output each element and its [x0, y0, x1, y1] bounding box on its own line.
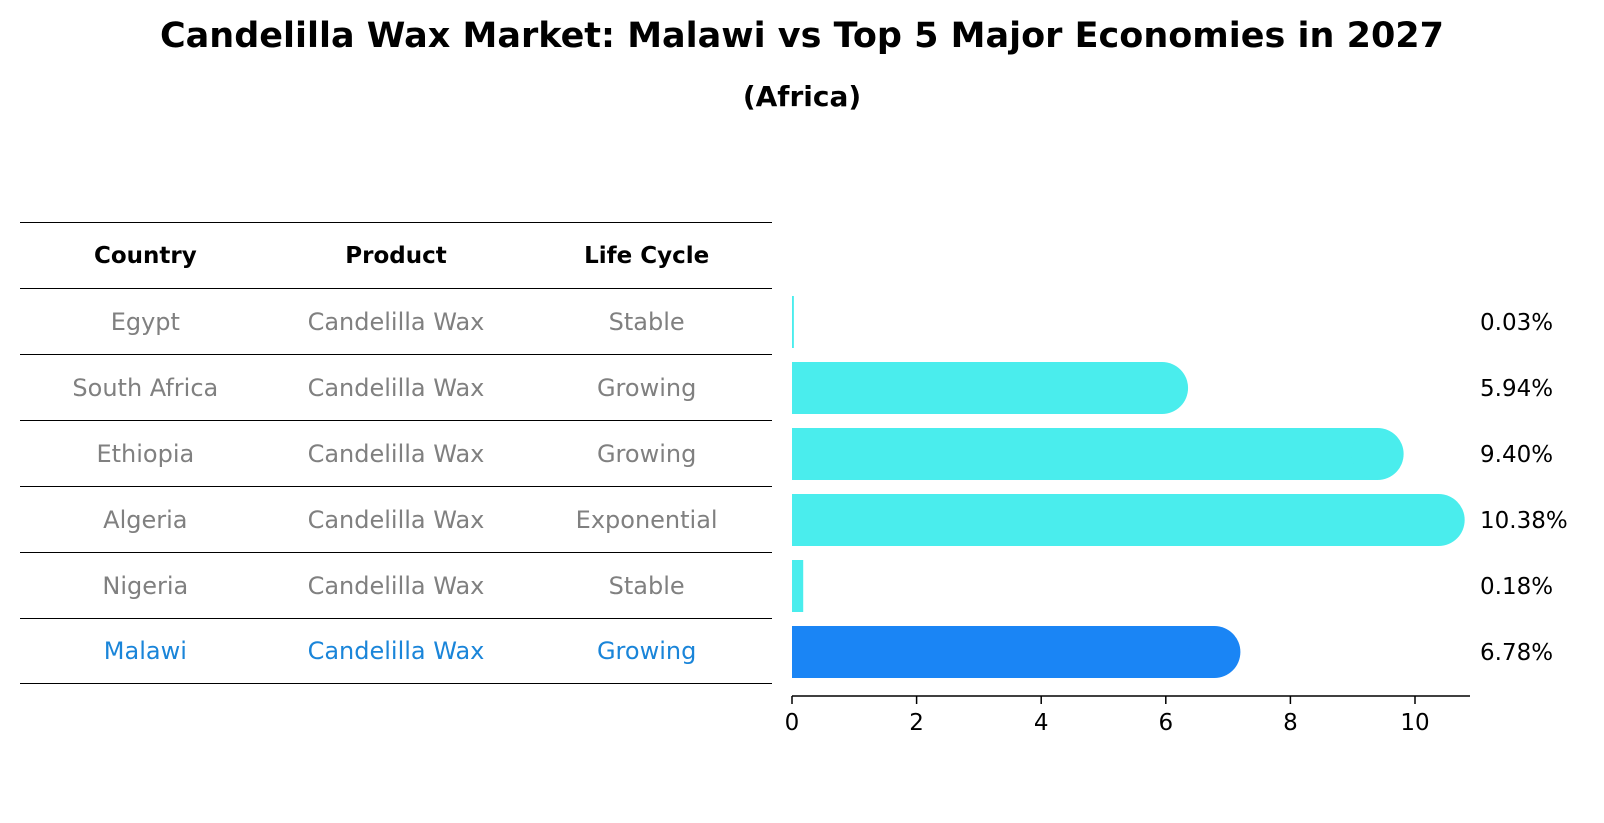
bar-cap	[1136, 362, 1189, 414]
cell-product: Candelilla Wax	[307, 439, 485, 468]
cell-life-cycle: Stable	[608, 307, 685, 336]
x-tick-label: 10	[1400, 710, 1429, 736]
bar-cap	[1412, 494, 1465, 546]
header-country: Country	[93, 242, 197, 269]
x-tick-label: 4	[1034, 710, 1049, 736]
bar-cap	[1188, 626, 1241, 678]
cell-product: Candelilla Wax	[307, 505, 485, 534]
table-header-row: Country Product Life Cycle	[20, 222, 772, 288]
table-row: South Africa Candelilla Wax Growing	[20, 354, 772, 420]
value-label: 10.38%	[1480, 508, 1568, 534]
bar-highlight	[792, 626, 1215, 678]
x-tick-label: 2	[909, 710, 924, 736]
bar	[792, 296, 794, 348]
x-tick-label: 0	[785, 710, 800, 736]
cell-country: South Africa	[72, 373, 219, 402]
bar	[792, 494, 1439, 546]
header-life-cycle: Life Cycle	[584, 242, 710, 269]
header-product: Product	[345, 242, 447, 269]
value-label: 0.03%	[1480, 310, 1553, 336]
bar	[792, 560, 804, 612]
value-label: 9.40%	[1480, 442, 1553, 468]
cell-product: Candelilla Wax	[307, 307, 485, 336]
cell-country: Malawi	[103, 637, 187, 665]
value-label: 6.78%	[1480, 640, 1553, 666]
cell-product: Candelilla Wax	[307, 571, 485, 600]
x-tick-label: 6	[1158, 710, 1173, 736]
cell-life-cycle: Exponential	[575, 505, 718, 534]
table-row: Ethiopia Candelilla Wax Growing	[20, 420, 772, 486]
cell-life-cycle: Growing	[596, 439, 697, 468]
chart-subtitle: (Africa)	[742, 80, 862, 113]
table-row: Egypt Candelilla Wax Stable	[20, 288, 772, 354]
chart-title: Candelilla Wax Market: Malawi vs Top 5 M…	[159, 16, 1445, 56]
value-label: 0.18%	[1480, 574, 1553, 600]
cell-life-cycle: Stable	[608, 571, 685, 600]
cell-life-cycle: Growing	[596, 637, 697, 665]
cell-country: Ethiopia	[96, 439, 195, 468]
cell-life-cycle: Growing	[596, 373, 697, 402]
bar	[792, 428, 1378, 480]
data-table: Country Product Life Cycle Egypt Candeli…	[20, 222, 772, 684]
table-row-highlight: Malawi Candelilla Wax Growing	[20, 618, 772, 684]
cell-country: Nigeria	[102, 571, 189, 600]
cell-product: Candelilla Wax	[307, 373, 485, 402]
cell-country: Egypt	[110, 307, 180, 336]
bar-cap	[1351, 428, 1404, 480]
table-row: Nigeria Candelilla Wax Stable	[20, 552, 772, 618]
bar	[792, 362, 1163, 414]
cell-country: Algeria	[103, 505, 188, 534]
table-row: Algeria Candelilla Wax Exponential	[20, 486, 772, 552]
cell-product: Candelilla Wax	[307, 637, 485, 665]
x-tick-label: 8	[1283, 710, 1298, 736]
value-label: 5.94%	[1480, 376, 1553, 402]
